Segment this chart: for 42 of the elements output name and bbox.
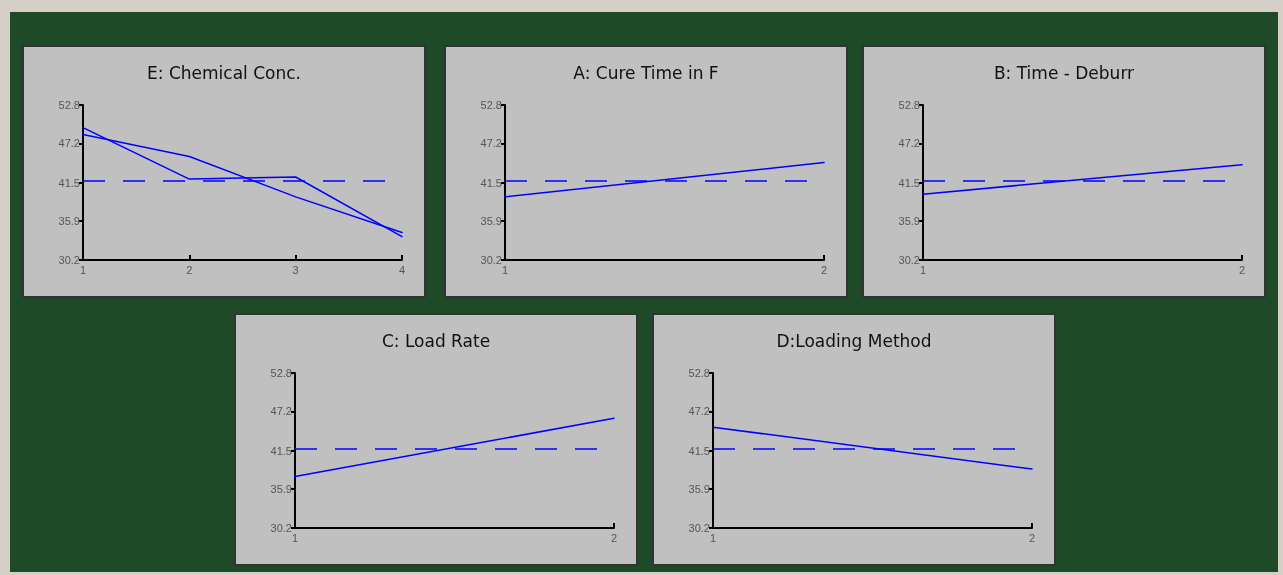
y-tick-label: 52.8 — [270, 367, 292, 379]
y-tick-label: 41.5 — [480, 176, 502, 189]
y-tick-label: 52.8 — [58, 99, 80, 111]
x-tick-label: 1 — [291, 531, 299, 544]
x-tick-label: 2 — [1028, 531, 1036, 544]
x-tick-label: 1 — [709, 531, 717, 544]
y-tick-label: 41.5 — [270, 444, 292, 457]
x-tick-label: 1 — [501, 263, 509, 276]
x-tick-label: 2 — [820, 263, 828, 276]
y-tick-label: 35.9 — [688, 482, 710, 495]
y-tick-label: 41.5 — [58, 176, 80, 189]
x-tick-label: 2 — [610, 531, 618, 544]
y-tick-label: 30.2 — [270, 522, 292, 534]
y-tick-label: 47.2 — [270, 405, 292, 418]
x-tick-label: 2 — [186, 263, 193, 276]
y-tick-label: 47.2 — [480, 137, 502, 150]
chart-title: A: Cure Time in F — [573, 62, 719, 83]
y-tick-label: 30.2 — [58, 254, 80, 266]
y-tick-label: 47.2 — [58, 137, 80, 150]
y-tick-label: 52.8 — [688, 367, 710, 379]
y-tick-label: 35.9 — [270, 482, 292, 495]
x-tick-label: 3 — [292, 263, 299, 276]
x-tick-label: 1 — [919, 263, 927, 276]
x-tick-label: 2 — [1238, 263, 1246, 276]
y-tick-label: 30.2 — [688, 522, 710, 534]
y-tick-label: 35.9 — [898, 214, 920, 227]
x-tick-label: 4 — [398, 263, 406, 276]
x-tick-label: 1 — [79, 263, 87, 276]
y-tick-label: 30.2 — [480, 254, 502, 266]
y-tick-label: 35.9 — [480, 214, 502, 227]
chart-title: B: Time - Deburr — [993, 62, 1135, 83]
y-tick-label: 47.2 — [898, 137, 920, 150]
y-tick-label: 30.2 — [898, 254, 920, 266]
chart-title: C: Load Rate — [381, 330, 491, 351]
chart-title: D:Loading Method — [776, 330, 932, 351]
y-tick-label: 35.9 — [58, 214, 80, 227]
y-tick-label: 52.8 — [898, 99, 920, 111]
y-tick-label: 41.5 — [898, 176, 920, 189]
y-tick-label: 52.8 — [480, 99, 502, 111]
y-tick-label: 47.2 — [688, 405, 710, 418]
y-tick-label: 41.5 — [688, 444, 710, 457]
chart-title: E: Chemical Conc. — [147, 62, 301, 83]
